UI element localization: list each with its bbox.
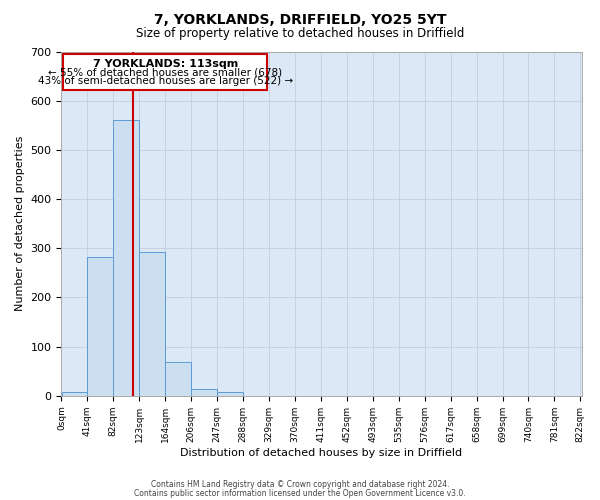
Text: 7, YORKLANDS, DRIFFIELD, YO25 5YT: 7, YORKLANDS, DRIFFIELD, YO25 5YT [154, 12, 446, 26]
Text: 7 YORKLANDS: 113sqm: 7 YORKLANDS: 113sqm [92, 59, 238, 69]
Bar [64, 54, 267, 90]
Bar [166, 362, 191, 396]
Bar [88, 257, 113, 396]
Text: Contains HM Land Registry data © Crown copyright and database right 2024.: Contains HM Land Registry data © Crown c… [151, 480, 449, 489]
Text: 43% of semi-detached houses are larger (522) →: 43% of semi-detached houses are larger (… [38, 76, 293, 86]
Bar [139, 252, 165, 396]
Bar [217, 392, 243, 396]
Y-axis label: Number of detached properties: Number of detached properties [15, 136, 25, 312]
Bar [62, 392, 87, 396]
Bar [113, 120, 139, 396]
Text: Size of property relative to detached houses in Driffield: Size of property relative to detached ho… [136, 28, 464, 40]
Bar [191, 389, 217, 396]
Text: ← 55% of detached houses are smaller (678): ← 55% of detached houses are smaller (67… [48, 68, 282, 78]
Text: Contains public sector information licensed under the Open Government Licence v3: Contains public sector information licen… [134, 488, 466, 498]
X-axis label: Distribution of detached houses by size in Driffield: Distribution of detached houses by size … [181, 448, 463, 458]
